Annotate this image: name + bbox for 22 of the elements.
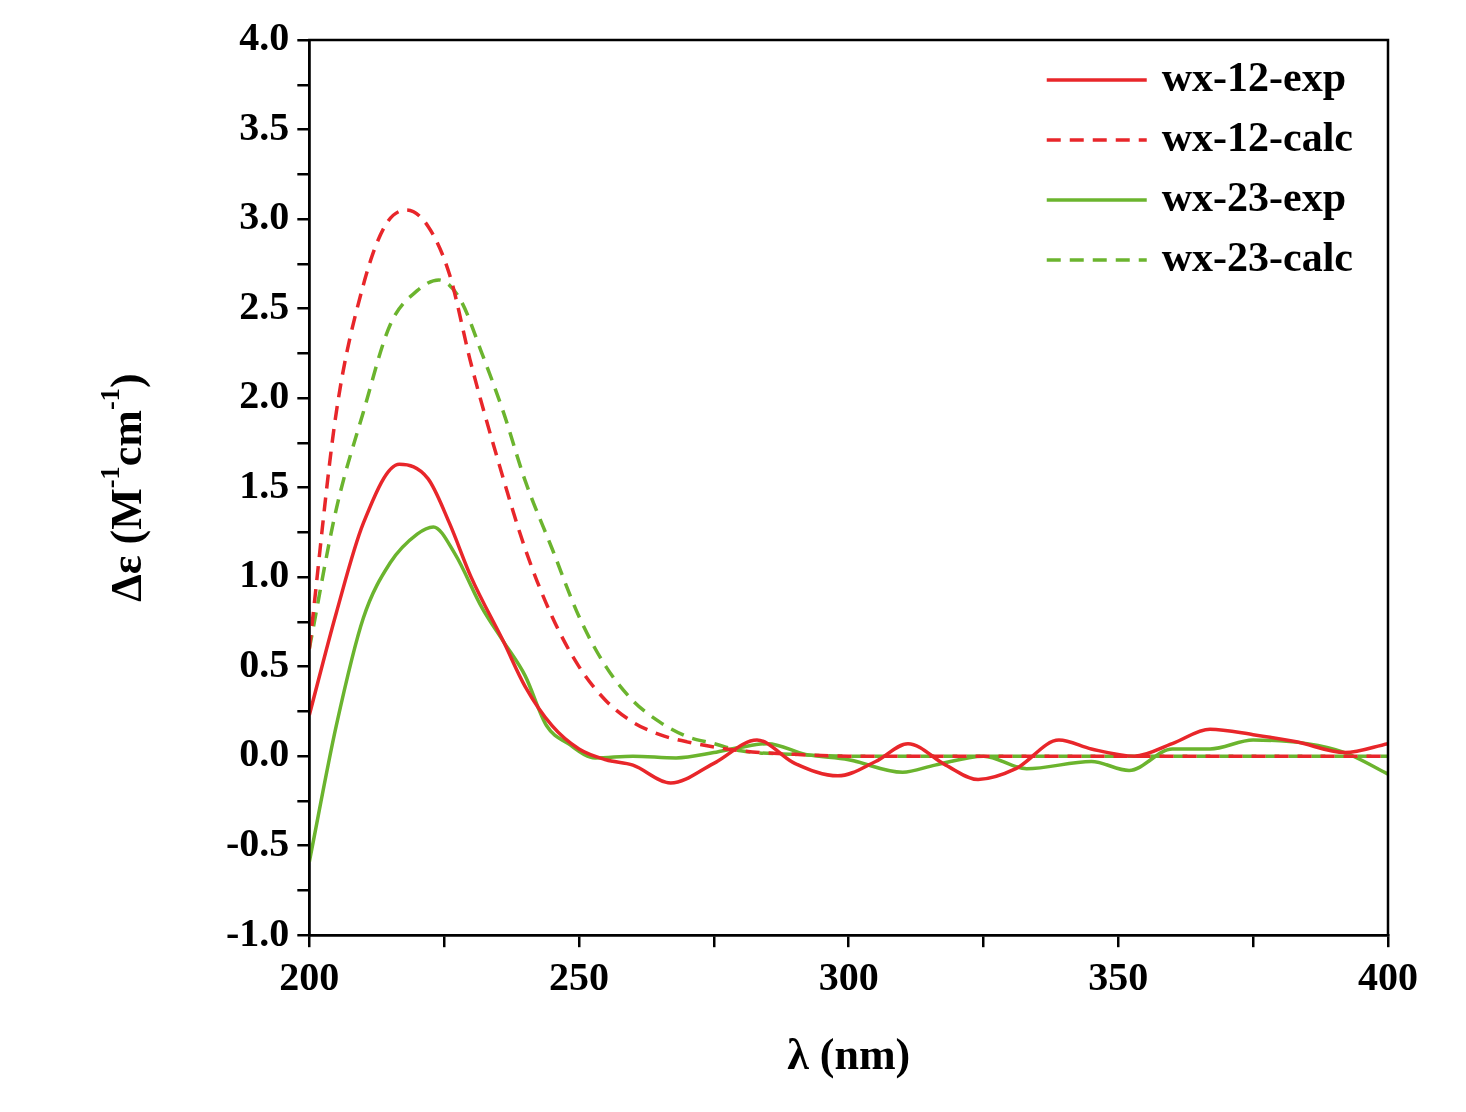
legend-label: wx-12-exp [1161, 53, 1347, 100]
y-tick-label: -0.5 [225, 820, 290, 866]
y-tick-label: 4.0 [239, 14, 290, 60]
y-tick-label: 2.5 [239, 282, 290, 328]
legend-label: wx-23-exp [1161, 173, 1347, 220]
x-tick-label: 400 [1358, 953, 1418, 999]
x-tick-label: 300 [818, 953, 879, 999]
y-tick-label: 1.5 [239, 461, 290, 507]
y-tick-label: 0.0 [239, 730, 290, 776]
x-tick-label: 200 [279, 953, 340, 999]
legend-label: wx-23-calc [1161, 233, 1354, 280]
x-tick-label: 350 [1088, 953, 1149, 999]
y-tick-label: 3.0 [239, 193, 290, 239]
legend-label: wx-12-calc [1161, 113, 1354, 160]
y-tick-label: 1.0 [239, 551, 290, 597]
x-tick-label: 250 [548, 953, 609, 999]
x-axis-title: λ (nm) [787, 1029, 911, 1079]
y-tick-label: 3.5 [239, 103, 290, 149]
y-axis-title: Δε (M-1cm-1) [94, 373, 151, 602]
y-tick-label: -1.0 [225, 909, 290, 955]
y-tick-label: 2.0 [239, 372, 290, 418]
y-tick-label: 0.5 [239, 640, 290, 686]
